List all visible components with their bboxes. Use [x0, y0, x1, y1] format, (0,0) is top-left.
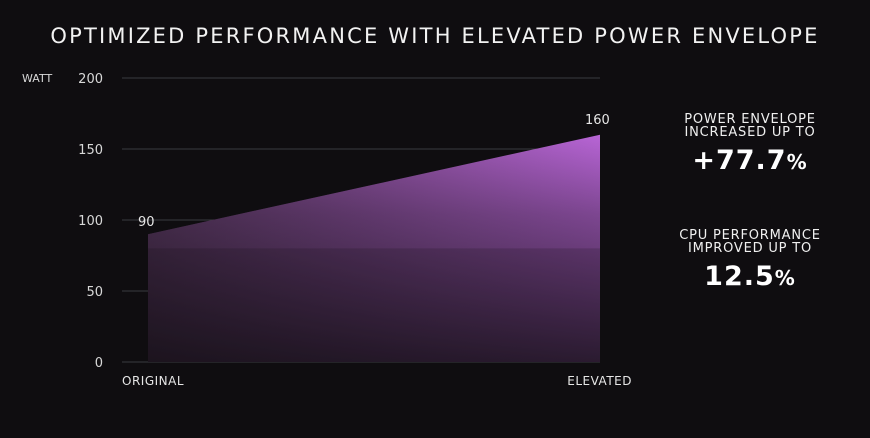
data-label-elevated: 160 — [585, 113, 610, 128]
cpu-performance-value: 12.5% — [650, 261, 850, 292]
y-tick-label: 0 — [95, 356, 103, 371]
y-tick-label: 50 — [86, 285, 103, 300]
cpu-performance-callout: CPU PERFORMANCE IMPROVED UP TO 12.5% — [650, 229, 850, 292]
cpu-performance-label-line2: IMPROVED UP TO — [687, 241, 813, 256]
power-envelope-value: +77.7% — [650, 145, 850, 176]
power-envelope-number: +77.7 — [692, 145, 787, 176]
cpu-performance-unit: % — [774, 266, 796, 290]
x-category-elevated: ELEVATED — [567, 374, 632, 388]
power-envelope-unit: % — [786, 150, 808, 174]
cpu-performance-label-line1: CPU PERFORMANCE — [679, 228, 821, 243]
chart-title: OPTIMIZED PERFORMANCE WITH ELEVATED POWE… — [50, 24, 820, 48]
cpu-performance-number: 12.5 — [704, 261, 775, 292]
power-envelope-callout: POWER ENVELOPE INCREASED UP TO +77.7% — [650, 113, 850, 176]
y-tick-label: 100 — [78, 214, 103, 229]
data-label-original: 90 — [138, 215, 155, 230]
power-envelope-label-line2: INCREASED UP TO — [684, 125, 816, 140]
y-tick-label: 200 — [78, 72, 103, 87]
x-category-original: ORIGINAL — [122, 374, 184, 388]
y-tick-label: 150 — [78, 143, 103, 158]
y-axis-label: WATT — [22, 72, 52, 85]
area-shade — [148, 134, 600, 362]
baseline-band — [148, 248, 600, 362]
power-envelope-label-line1: POWER ENVELOPE — [684, 112, 816, 127]
